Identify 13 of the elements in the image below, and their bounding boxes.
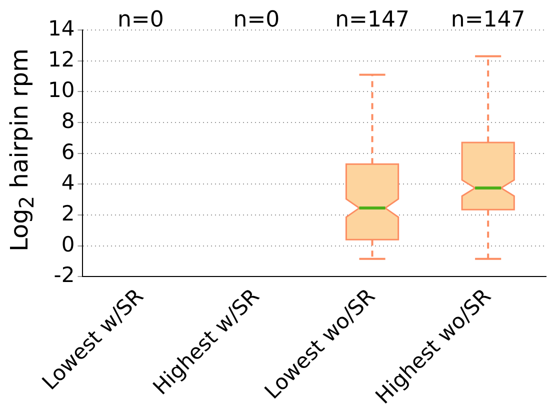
annotation: n=0 <box>233 8 280 33</box>
annotation: n=147 <box>335 8 410 33</box>
y-tick-label: 8 <box>61 108 75 133</box>
y-tick-label: 6 <box>61 140 75 164</box>
y-tick-label: -2 <box>54 263 75 288</box>
y-tick-label: 0 <box>61 232 75 256</box>
y-tick-label: 4 <box>61 170 75 195</box>
y-tick-label: 2 <box>61 201 75 226</box>
y-tick-label: 14 <box>48 16 75 40</box>
y-tick-label: 12 <box>48 47 75 72</box>
y-tick-label: 10 <box>48 78 75 102</box>
annotation: n=0 <box>117 8 164 33</box>
annotation: n=147 <box>450 8 526 33</box>
